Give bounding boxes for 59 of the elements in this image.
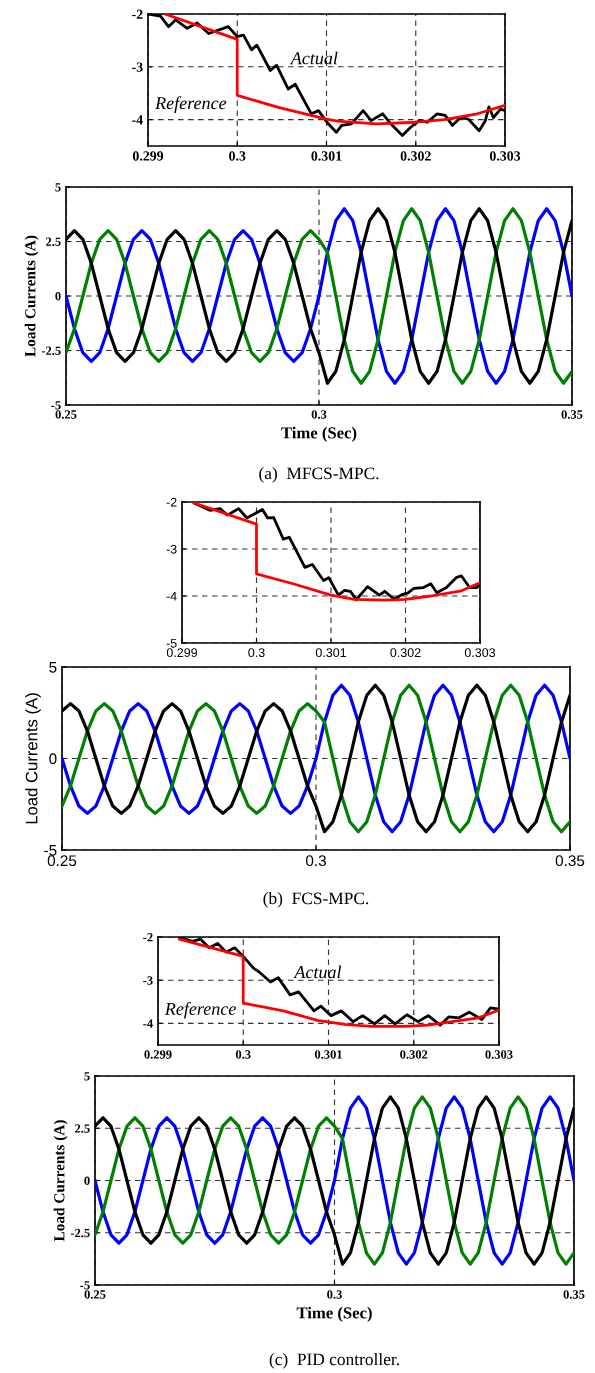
y-tick-label: 5 <box>49 662 57 673</box>
y-tick-label: -4 <box>143 1019 153 1028</box>
x-axis-title: Time (Sec) <box>281 426 357 442</box>
y-tick-label: -3 <box>166 544 177 554</box>
x-tick-label: 0.3 <box>229 151 246 161</box>
x-tick-label: 0.303 <box>464 648 496 658</box>
y-tick-label: -5 <box>44 845 57 856</box>
x-tick-label: 0.302 <box>400 151 431 161</box>
x-tick-label: 0.3 <box>248 648 265 658</box>
x-tick-label: 0.3 <box>235 1050 251 1059</box>
series-label: Reference <box>155 96 227 113</box>
y-tick-label: -5 <box>51 401 61 410</box>
y-tick-label: -2 <box>166 497 177 507</box>
x-tick-label: 0.301 <box>311 151 342 161</box>
x-tick-label: 0.303 <box>489 151 521 161</box>
x-tick-label: 0.299 <box>132 151 164 161</box>
y-tick-label: -2 <box>132 9 143 19</box>
x-tick-label: 0.303 <box>485 1050 513 1059</box>
x-tick-label: 0.35 <box>563 1290 585 1299</box>
y-tick-label: 2.5 <box>46 237 61 247</box>
y-tick-label: -3 <box>132 62 143 72</box>
x-tick-label: 0.25 <box>55 410 77 419</box>
series-label: Actual <box>293 965 342 979</box>
x-tick-label: 0.299 <box>144 1050 172 1059</box>
y-tick-label: -5 <box>80 1281 90 1290</box>
y-tick-label: -5 <box>166 638 177 648</box>
y-tick-label: -4 <box>132 115 143 125</box>
y-tick-label: 2.5 <box>75 1124 90 1133</box>
x-tick-label: 0.3 <box>327 1290 342 1299</box>
series-label: Actual <box>289 51 338 65</box>
x-tick-label: 0.3 <box>311 410 327 419</box>
y-tick-label: -3 <box>143 976 153 985</box>
text: (c) PID controller. <box>269 1353 399 1369</box>
text: (b) FCS-MPC. <box>263 892 369 908</box>
x-tick-label: 0.35 <box>561 410 583 419</box>
y-axis-title: Load Currents (A) <box>25 693 41 824</box>
x-tick-label: 0.35 <box>555 855 585 867</box>
x-tick-label: 0.299 <box>166 648 198 658</box>
x-tick-label: 0.301 <box>315 648 347 658</box>
y-tick-label: 0 <box>55 292 61 301</box>
y-tick-label: -2 <box>143 933 153 942</box>
y-tick-label: -2.5 <box>41 346 61 356</box>
text: (a) MFCS-MPC. <box>259 467 379 483</box>
x-tick-label: 0.25 <box>47 855 77 867</box>
y-tick-label: 5 <box>55 183 61 192</box>
y-tick-label: 5 <box>84 1072 90 1081</box>
x-axis-title: Time (Sec) <box>296 1306 372 1322</box>
y-axis-title: Load Currents (A) <box>53 1120 68 1242</box>
x-tick-label: 0.25 <box>84 1290 106 1299</box>
x-tick-label: 0.3 <box>305 855 326 867</box>
y-tick-label: 0 <box>84 1176 90 1185</box>
y-axis-title: Load Currents (A) <box>24 235 39 357</box>
x-tick-label: 0.302 <box>390 648 421 658</box>
y-tick-label: -4 <box>166 591 177 601</box>
y-tick-label: 0 <box>49 753 57 765</box>
x-tick-label: 0.302 <box>400 1050 428 1059</box>
x-tick-label: 0.301 <box>314 1050 342 1059</box>
y-tick-label: -2.5 <box>70 1228 90 1238</box>
series-label: Reference <box>164 1002 236 1019</box>
